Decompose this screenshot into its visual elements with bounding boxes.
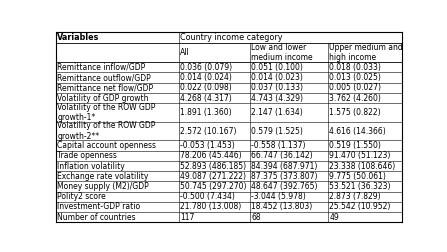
- Text: 0.579 (1.525): 0.579 (1.525): [251, 127, 303, 136]
- Text: 49: 49: [329, 213, 339, 222]
- Text: Remittance inflow/GDP: Remittance inflow/GDP: [57, 63, 146, 72]
- Text: Inflation volatility: Inflation volatility: [57, 162, 125, 171]
- Text: -3.044 (5.978): -3.044 (5.978): [251, 192, 306, 201]
- Text: Volatility of the ROW GDP
growth-2**: Volatility of the ROW GDP growth-2**: [57, 121, 156, 141]
- Text: Country income category: Country income category: [180, 33, 283, 42]
- Text: 87.375 (373.807): 87.375 (373.807): [251, 172, 318, 181]
- Text: -0.558 (1.137): -0.558 (1.137): [251, 141, 306, 150]
- Text: 2.147 (1.634): 2.147 (1.634): [251, 108, 303, 117]
- Text: 21.780 (13.008): 21.780 (13.008): [180, 203, 241, 211]
- Text: 25.542 (10.952): 25.542 (10.952): [329, 203, 391, 211]
- Text: Polity2 score: Polity2 score: [57, 192, 106, 201]
- Text: 9.775 (50.061): 9.775 (50.061): [329, 172, 386, 181]
- Text: 91.470 (51.123): 91.470 (51.123): [329, 151, 391, 160]
- Text: 0.036 (0.079): 0.036 (0.079): [180, 63, 232, 72]
- Text: -0.053 (1.453): -0.053 (1.453): [180, 141, 235, 150]
- Text: 66.747 (36.142): 66.747 (36.142): [251, 151, 313, 160]
- Text: 0.037 (0.133): 0.037 (0.133): [251, 83, 303, 92]
- Text: 0.014 (0.024): 0.014 (0.024): [180, 73, 232, 82]
- Text: Trade openness: Trade openness: [57, 151, 117, 160]
- Text: 4.616 (14.366): 4.616 (14.366): [329, 127, 386, 136]
- Text: 49.087 (271.222): 49.087 (271.222): [180, 172, 246, 181]
- Text: 48.647 (392.765): 48.647 (392.765): [251, 182, 318, 191]
- Text: 0.014 (0.023): 0.014 (0.023): [251, 73, 303, 82]
- Text: 78.206 (45.446): 78.206 (45.446): [180, 151, 242, 160]
- Text: 0.519 (1.550): 0.519 (1.550): [329, 141, 381, 150]
- Text: 53.521 (36.323): 53.521 (36.323): [329, 182, 391, 191]
- Text: 1.891 (1.360): 1.891 (1.360): [180, 108, 232, 117]
- Text: Capital account openness: Capital account openness: [57, 141, 156, 150]
- Text: Low and lower
medium income: Low and lower medium income: [251, 43, 313, 62]
- Text: 4.743 (4.329): 4.743 (4.329): [251, 93, 303, 103]
- Text: 52.893 (486.185): 52.893 (486.185): [180, 162, 246, 171]
- Text: Variables: Variables: [57, 33, 100, 42]
- Text: 2.572 (10.167): 2.572 (10.167): [180, 127, 237, 136]
- Text: Money supply (M2)/GDP: Money supply (M2)/GDP: [57, 182, 149, 191]
- Text: -0.500 (7.434): -0.500 (7.434): [180, 192, 235, 201]
- Text: Volatility of the ROW GDP
growth-1*: Volatility of the ROW GDP growth-1*: [57, 103, 156, 122]
- Text: 1.575 (0.822): 1.575 (0.822): [329, 108, 381, 117]
- Text: 0.018 (0.033): 0.018 (0.033): [329, 63, 381, 72]
- Text: 0.005 (0.027): 0.005 (0.027): [329, 83, 381, 92]
- Text: 3.762 (4.260): 3.762 (4.260): [329, 93, 381, 103]
- Text: Exchange rate volatility: Exchange rate volatility: [57, 172, 149, 181]
- Text: 117: 117: [180, 213, 194, 222]
- Text: Investment-GDP ratio: Investment-GDP ratio: [57, 203, 140, 211]
- Text: 50.745 (297.270): 50.745 (297.270): [180, 182, 247, 191]
- Text: 0.022 (0.098): 0.022 (0.098): [180, 83, 232, 92]
- Text: Remittance outflow/GDP: Remittance outflow/GDP: [57, 73, 151, 82]
- Text: 68: 68: [251, 213, 261, 222]
- Text: 0.013 (0.025): 0.013 (0.025): [329, 73, 381, 82]
- Text: 23.338 (108.646): 23.338 (108.646): [329, 162, 396, 171]
- Text: Number of countries: Number of countries: [57, 213, 136, 222]
- Text: 4.268 (4.317): 4.268 (4.317): [180, 93, 232, 103]
- Text: Remittance net flow/GDP: Remittance net flow/GDP: [57, 83, 153, 92]
- Text: 0.051 (0.100): 0.051 (0.100): [251, 63, 303, 72]
- Text: Volatility of GDP growth: Volatility of GDP growth: [57, 93, 149, 103]
- Text: All: All: [180, 48, 190, 57]
- Text: 84.394 (687.971): 84.394 (687.971): [251, 162, 318, 171]
- Text: 2.873 (7.829): 2.873 (7.829): [329, 192, 381, 201]
- Text: 18.452 (13.803): 18.452 (13.803): [251, 203, 312, 211]
- Text: Upper medium and
high income: Upper medium and high income: [329, 43, 403, 62]
